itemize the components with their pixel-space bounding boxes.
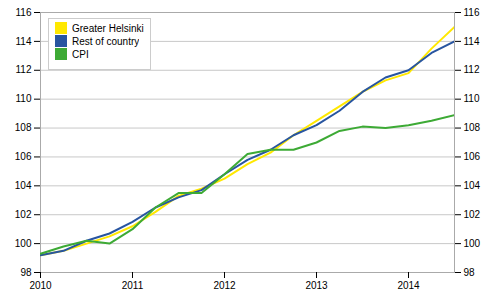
svg-text:108: 108 [15, 122, 32, 133]
svg-text:114: 114 [16, 36, 32, 47]
svg-text:108: 108 [464, 122, 481, 133]
svg-text:2013: 2013 [305, 280, 328, 291]
svg-text:116: 116 [464, 7, 480, 18]
svg-text:100: 100 [15, 238, 32, 249]
svg-text:106: 106 [464, 151, 481, 162]
svg-text:110: 110 [16, 93, 32, 104]
html-text:Rest of country: Rest of country [72, 35, 140, 47]
svg-text:104: 104 [464, 180, 481, 191]
svg-text:2014: 2014 [397, 280, 420, 291]
svg-text:2011: 2011 [122, 280, 144, 291]
svg-text:102: 102 [15, 209, 32, 220]
html-text:CPI: CPI [72, 48, 89, 60]
svg-text:114: 114 [464, 36, 480, 47]
svg-text:102: 102 [464, 209, 481, 220]
svg-text:98: 98 [464, 267, 476, 278]
svg-text:104: 104 [15, 180, 32, 191]
svg-text:100: 100 [464, 238, 481, 249]
svg-text:112: 112 [16, 64, 32, 75]
svg-text:112: 112 [464, 64, 480, 75]
svg-text:2010: 2010 [29, 280, 52, 291]
svg-text:110: 110 [464, 93, 480, 104]
svg-text:116: 116 [16, 7, 32, 18]
html-text:Greater Helsinki: Greater Helsinki [72, 22, 144, 34]
svg-text:106: 106 [15, 151, 32, 162]
svg-text:2012: 2012 [213, 280, 236, 291]
svg-text:98: 98 [20, 267, 32, 278]
